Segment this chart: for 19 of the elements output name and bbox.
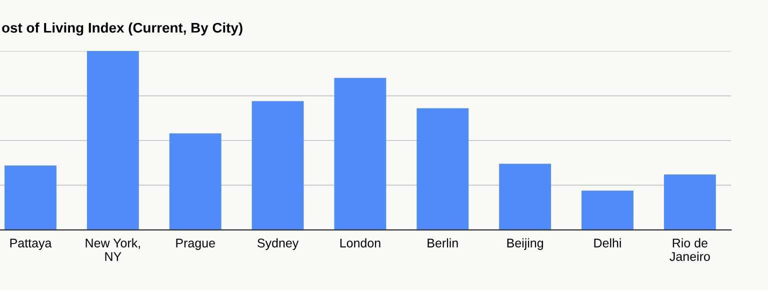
bar (252, 101, 304, 230)
x-tick-label: Berlin (428, 238, 458, 248)
x-tick-label: Delhi (594, 238, 621, 248)
bar (86, 51, 139, 230)
bar (334, 78, 386, 230)
x-tick-label: Beijing (507, 238, 544, 250)
bar (416, 108, 469, 230)
chart-title: ost of Living Index (Current, By City) (2, 22, 242, 36)
bar (4, 166, 56, 230)
bar (582, 190, 634, 230)
bar (499, 164, 552, 230)
x-tick-label: London (340, 238, 380, 248)
x-tick-label: New York, NY (86, 238, 140, 261)
bar (169, 133, 222, 230)
x-tick-label: Rio de Janeiro (670, 238, 710, 261)
bar (664, 174, 716, 230)
x-tick-label: Pattaya (10, 238, 52, 250)
x-tick-label: Sydney (258, 238, 299, 250)
x-tick-label: Prague (176, 238, 215, 250)
